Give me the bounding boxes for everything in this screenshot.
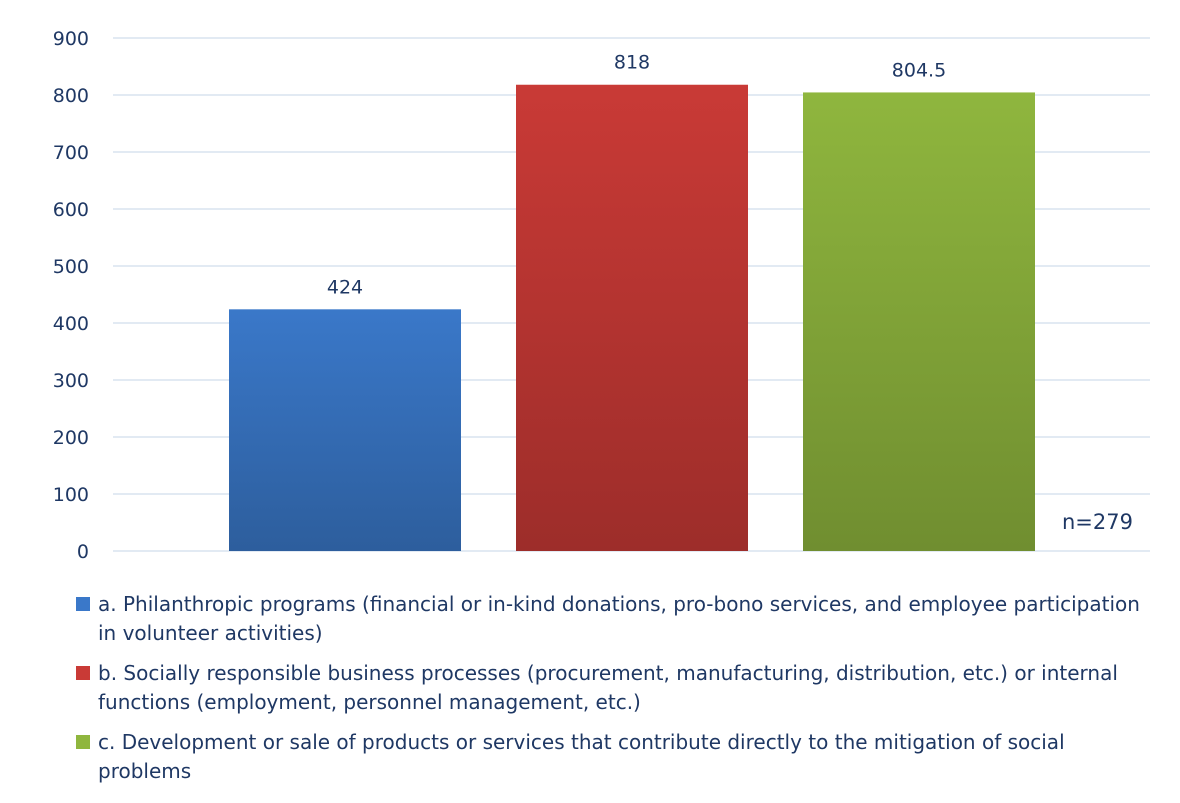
y-tick-label: 800 [53, 85, 89, 107]
legend-item-c: c. Development or sale of products or se… [76, 728, 1156, 786]
legend-label-c: c. Development or sale of products or se… [98, 730, 1065, 783]
legend-swatch-a [76, 597, 90, 611]
y-axis-ticks: 0 100 200 300 400 500 600 700 800 900 [53, 28, 89, 563]
y-tick-label: 400 [53, 313, 89, 335]
bars [229, 84, 1035, 552]
y-tick-label: 200 [53, 427, 89, 449]
bar-chart: 0 100 200 300 400 500 600 700 800 900 424 818 804.5… [53, 28, 1150, 563]
data-label-c: 804.5 [892, 59, 946, 81]
legend-swatch-c [76, 735, 90, 749]
y-tick-label: 600 [53, 199, 89, 221]
y-tick-label: 900 [53, 28, 89, 50]
y-tick-label: 700 [53, 142, 89, 164]
data-label-b: 818 [614, 52, 650, 74]
data-label-a: 424 [327, 276, 363, 298]
legend: a. Philanthropic programs (financial or … [76, 590, 1156, 797]
y-tick-label: 100 [53, 484, 89, 506]
legend-item-b: b. Socially responsible business process… [76, 659, 1156, 717]
y-tick-label: 300 [53, 370, 89, 392]
bar-a [229, 309, 461, 551]
bar-c [803, 92, 1035, 551]
data-labels: 424 818 804.5 [327, 52, 946, 299]
y-tick-label: 0 [77, 541, 89, 563]
legend-item-a: a. Philanthropic programs (financial or … [76, 590, 1156, 648]
legend-label-a: a. Philanthropic programs (financial or … [98, 592, 1140, 645]
legend-label-b: b. Socially responsible business process… [98, 661, 1118, 714]
legend-swatch-b [76, 666, 90, 680]
bar-b [516, 84, 748, 552]
sample-size-annotation: n=279 [1062, 510, 1133, 534]
y-tick-label: 500 [53, 256, 89, 278]
